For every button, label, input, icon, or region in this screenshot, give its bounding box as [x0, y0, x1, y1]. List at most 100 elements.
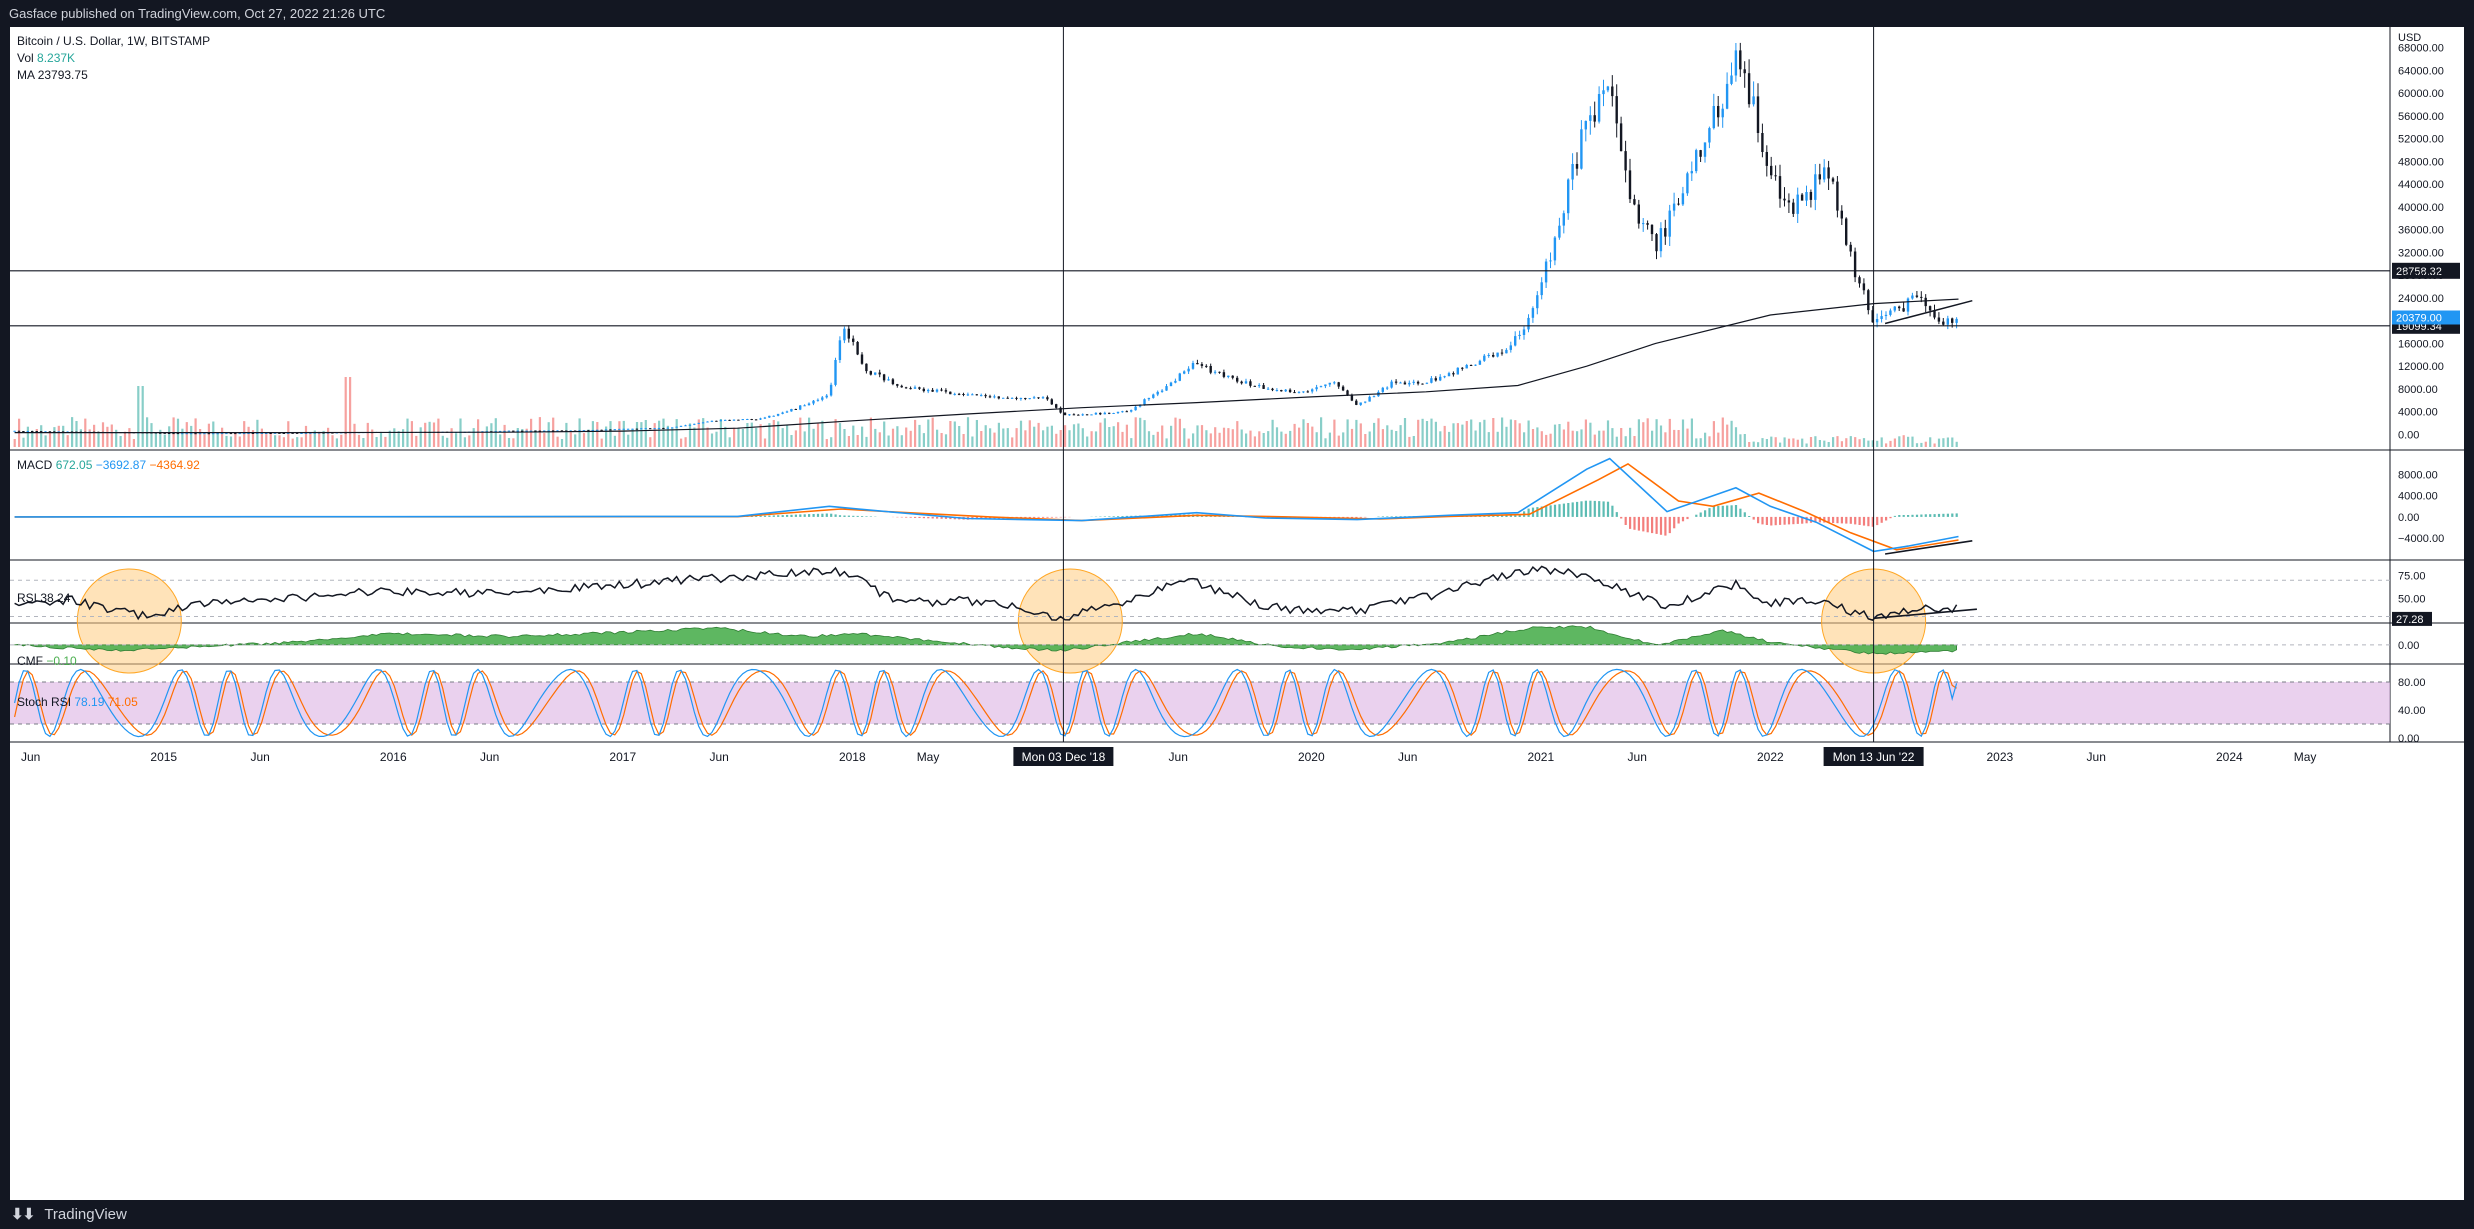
volume-bar — [1712, 421, 1715, 447]
macd-histogram-bar — [768, 515, 771, 517]
candle-body — [1121, 411, 1124, 413]
candle-body — [1112, 413, 1115, 414]
macd-histogram-bar — [1787, 516, 1791, 525]
volume-bar — [1037, 422, 1040, 447]
volume-bar — [658, 420, 661, 447]
chart-svg[interactable]: 28758.3219099.3420379.00USD68000.0064000… — [10, 27, 2464, 1200]
macd-histogram-bar — [1395, 516, 1398, 517]
candle-body — [1271, 388, 1274, 391]
volume-bar — [1558, 424, 1561, 447]
volume-bar — [1801, 438, 1804, 447]
volume-bar — [1134, 417, 1137, 447]
macd-histogram-bar — [1567, 503, 1570, 517]
candle-body — [1152, 394, 1155, 398]
candle-body — [1659, 228, 1663, 252]
volume-bar — [379, 432, 383, 447]
candle-body — [587, 430, 590, 432]
candle-body — [1567, 179, 1570, 214]
volume-bar — [1659, 425, 1663, 447]
volume-bar — [724, 426, 727, 447]
volume-bar — [163, 434, 166, 447]
candle-body — [1871, 310, 1874, 323]
macd-histogram-bar — [1677, 516, 1680, 524]
candle-body — [1942, 321, 1945, 325]
volume-bar — [1624, 436, 1627, 447]
macd-histogram-bar — [944, 516, 948, 519]
candle-body — [679, 425, 683, 427]
candle-body — [1752, 96, 1755, 105]
candle-body — [631, 428, 634, 430]
candle-body — [1099, 412, 1102, 415]
volume-bar — [101, 422, 105, 447]
candle-body — [220, 433, 224, 435]
candle-body — [229, 433, 233, 435]
time-tick-label: Jun — [21, 750, 40, 764]
volume-bar — [62, 425, 65, 447]
macd-histogram-bar — [1545, 505, 1548, 517]
volume-bar — [1368, 431, 1371, 447]
candle-body — [666, 427, 669, 429]
volume-bar — [1077, 423, 1080, 447]
macd-histogram-bar — [914, 516, 917, 518]
volume-bar — [1430, 418, 1433, 447]
volume-bar — [168, 426, 171, 447]
time-tick-label: 2024 — [2216, 750, 2243, 764]
candle-body — [282, 433, 285, 434]
volume-bar — [1002, 428, 1005, 447]
candle-body — [838, 340, 842, 360]
candle-body — [1880, 316, 1883, 319]
candle-body — [794, 409, 797, 410]
candle-body — [1205, 365, 1208, 367]
macd-histogram-bar — [1681, 516, 1685, 522]
volume-bar — [1108, 427, 1111, 447]
volume-bar — [1871, 440, 1874, 447]
chart-area[interactable]: 28758.32 19099.34 20379.00 USD 68000.00 64000… — [10, 27, 2464, 1200]
candle-body — [1505, 349, 1508, 354]
macd-histogram-bar — [1818, 516, 1821, 523]
volume-bar — [1461, 424, 1464, 447]
candle-body — [242, 433, 246, 435]
price-tick-label: 24000.00 — [2398, 293, 2444, 305]
candle-body — [931, 389, 934, 392]
candle-body — [741, 419, 744, 421]
volume-bar — [1893, 438, 1896, 447]
volume-bar — [1695, 438, 1698, 447]
macd-histogram-bar — [1721, 505, 1724, 517]
volume-bar — [525, 428, 528, 447]
candle-body — [189, 433, 193, 435]
volume-bar — [1818, 440, 1821, 447]
volume-bar — [1456, 423, 1459, 447]
current-price-badge-bg — [2392, 310, 2460, 325]
candle-body — [785, 411, 789, 413]
volume-bar — [772, 420, 775, 447]
volume-bar — [719, 419, 722, 447]
macd-hist-value: 672.05 — [55, 458, 93, 472]
macd-histogram-bar — [821, 513, 824, 517]
stoch-tick-label: 0.00 — [2398, 733, 2419, 745]
volume-bar — [35, 429, 38, 447]
candle-body — [1955, 318, 1958, 323]
candle-body — [1774, 175, 1777, 177]
macd-histogram-bar — [1540, 506, 1543, 517]
volume-bar — [450, 428, 453, 447]
volume-bar — [57, 425, 60, 447]
volume-bar — [1465, 421, 1468, 447]
macd-histogram-bar — [755, 516, 758, 517]
macd-histogram-bar — [1761, 516, 1764, 525]
volume-bar — [300, 437, 303, 447]
volume-bar — [1514, 420, 1517, 447]
macd-histogram-bar — [1042, 516, 1045, 518]
candle-body — [1359, 402, 1362, 405]
macd-histogram-bar — [1501, 515, 1504, 517]
volume-bar — [1015, 428, 1018, 447]
volume-bar — [481, 431, 484, 447]
volume-bar — [878, 432, 881, 447]
volume-bar — [1752, 441, 1755, 447]
volume-bar — [1898, 436, 1901, 447]
macd-histogram-bar — [1549, 505, 1552, 517]
macd-histogram-bar — [1752, 516, 1755, 520]
stoch-k-value: 78.19 — [74, 695, 105, 709]
volume-bar — [1156, 431, 1159, 447]
candle-body — [560, 430, 564, 432]
macd-histogram-bar — [922, 516, 925, 519]
